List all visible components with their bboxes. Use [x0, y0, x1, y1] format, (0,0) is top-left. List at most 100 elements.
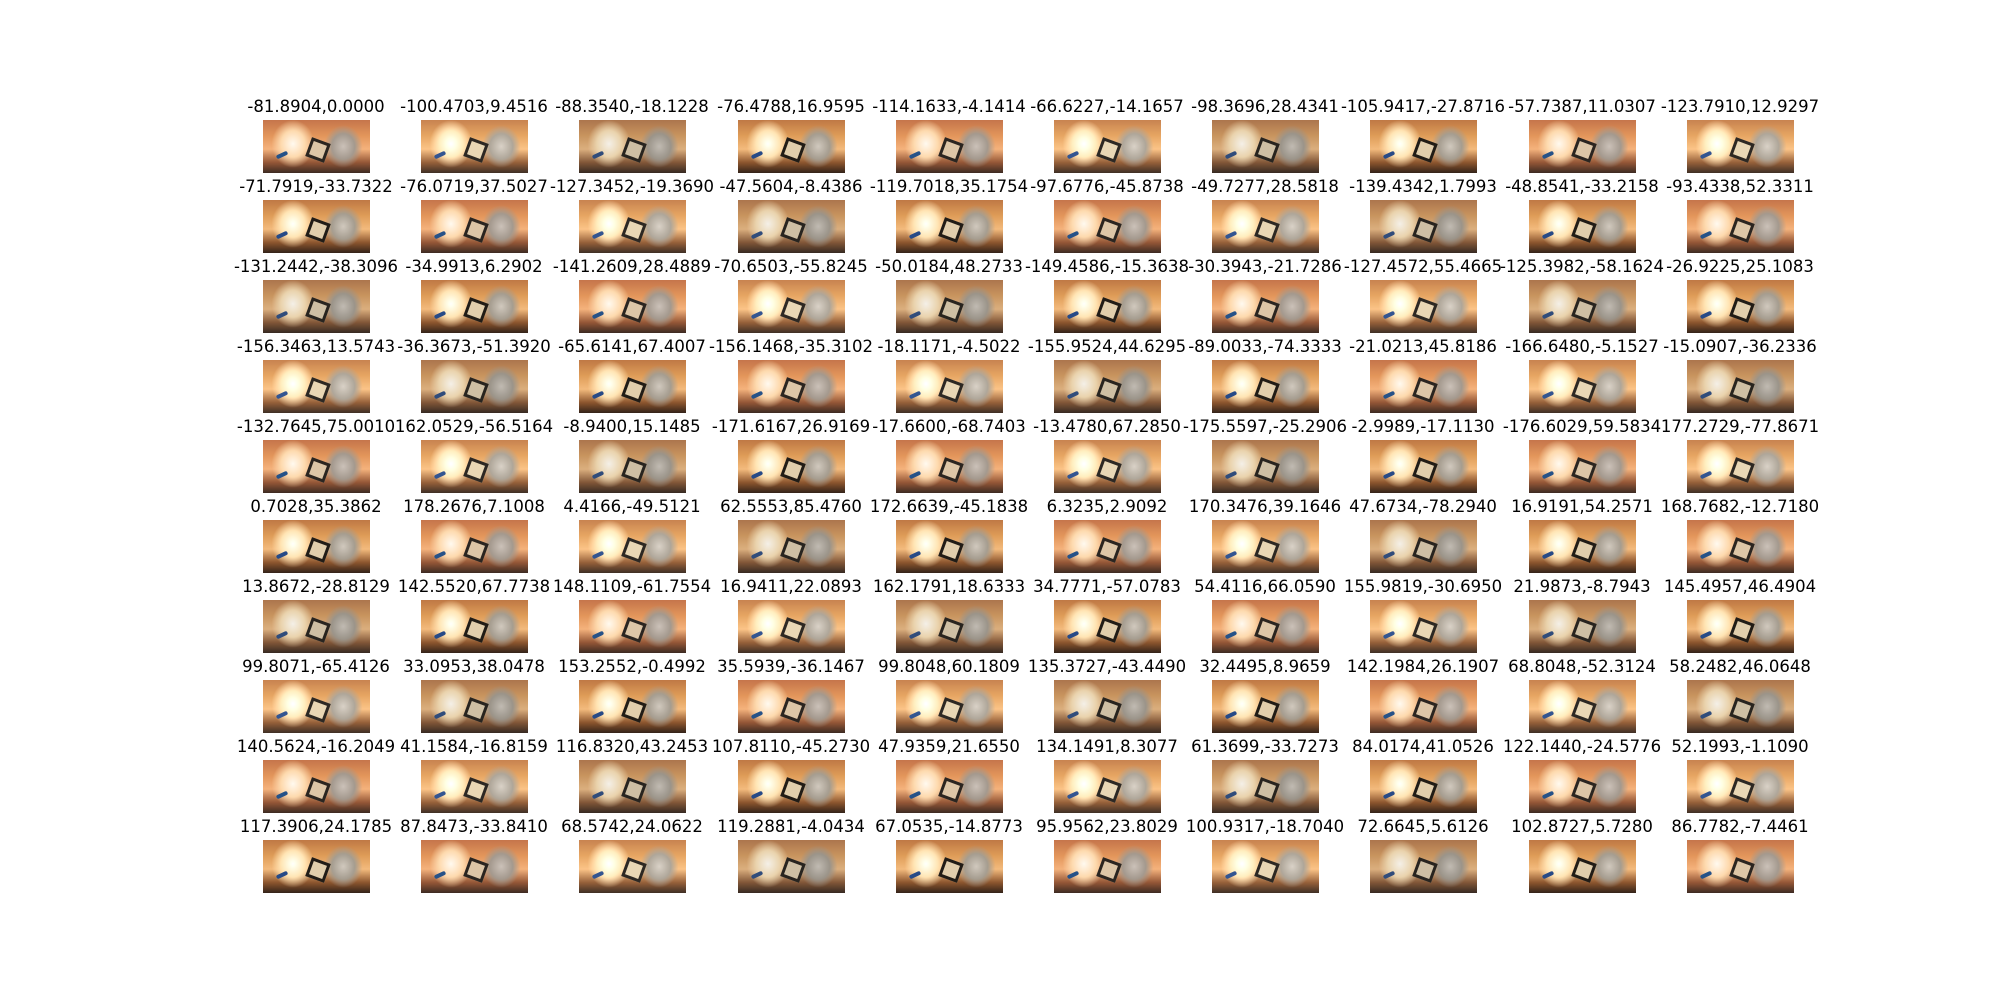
- grid-cell: -49.7277,28.5818: [1185, 176, 1345, 256]
- cell-title: -127.4572,55.4665: [1343, 257, 1503, 276]
- cell-title: -166.6480,-5.1527: [1505, 337, 1659, 356]
- panorama-thumbnail: [896, 360, 1003, 413]
- grid-cell: -66.6227,-14.1657: [1027, 96, 1187, 176]
- panorama-thumbnail: [579, 120, 686, 173]
- panorama-thumbnail: [1370, 600, 1477, 653]
- cell-title: -175.5597,-25.2906: [1182, 417, 1348, 436]
- grid-cell: 62.5553,85.4760: [711, 496, 871, 576]
- cell-title: -131.2442,-38.3096: [233, 257, 399, 276]
- cell-title: -114.1633,-4.1414: [872, 97, 1026, 116]
- cell-title: 16.9191,54.2571: [1511, 497, 1653, 516]
- panorama-thumbnail: [1687, 520, 1794, 573]
- panorama-thumbnail: [263, 360, 370, 413]
- cell-title: 33.0953,38.0478: [403, 657, 545, 676]
- grid-cell: 177.2729,-77.8671: [1660, 416, 1820, 496]
- grid-cell: 148.1109,-61.7554: [552, 576, 712, 656]
- panorama-thumbnail: [1687, 600, 1794, 653]
- panorama-thumbnail: [1687, 120, 1794, 173]
- grid-cell: -131.2442,-38.3096: [234, 256, 398, 336]
- cell-title: 155.9819,-30.6950: [1343, 577, 1503, 596]
- grid-cell: -88.3540,-18.1228: [552, 96, 712, 176]
- panorama-thumbnail: [1054, 280, 1161, 333]
- cell-title: -21.0213,45.8186: [1349, 337, 1497, 356]
- panorama-thumbnail: [1054, 440, 1161, 493]
- cell-title: -105.9417,-27.8716: [1340, 97, 1506, 116]
- cell-title: 117.3906,24.1785: [239, 817, 393, 836]
- panorama-thumbnail: [1212, 600, 1319, 653]
- grid-cell: 4.4166,-49.5121: [552, 496, 712, 576]
- cell-title: 52.1993,-1.1090: [1671, 737, 1809, 756]
- panorama-thumbnail: [896, 280, 1003, 333]
- grid-cell: -81.8904,0.0000: [236, 96, 396, 176]
- cell-title: -119.7018,35.1754: [869, 177, 1029, 196]
- cell-title: 0.7028,35.3862: [250, 497, 382, 516]
- grid-cell: -65.6141,67.4007: [552, 336, 712, 416]
- grid-cell: -8.9400,15.1485: [552, 416, 712, 496]
- grid-cell: 145.4957,46.4904: [1660, 576, 1820, 656]
- cell-title: -100.4703,9.4516: [400, 97, 548, 116]
- panorama-thumbnail: [1529, 680, 1636, 733]
- grid-cell: -70.6503,-55.8245: [711, 256, 871, 336]
- panorama-thumbnail: [579, 360, 686, 413]
- grid-cell: 41.1584,-16.8159: [394, 736, 554, 816]
- cell-title: 107.8110,-45.2730: [711, 737, 871, 756]
- cell-title: -50.0184,48.2733: [875, 257, 1023, 276]
- panorama-thumbnail: [579, 200, 686, 253]
- panorama-thumbnail: [1370, 760, 1477, 813]
- cell-title: -47.5604,-8.4386: [719, 177, 863, 196]
- grid-cell: 162.0529,-56.5164: [394, 416, 554, 496]
- grid-cell: -17.6600,-68.7403: [869, 416, 1029, 496]
- cell-title: 47.6734,-78.2940: [1349, 497, 1497, 516]
- grid-cell: 116.8320,43.2453: [552, 736, 712, 816]
- cell-title: -57.7387,11.0307: [1508, 97, 1656, 116]
- cell-title: -125.3982,-58.1624: [1499, 257, 1665, 276]
- panorama-thumbnail: [1370, 840, 1477, 893]
- grid-cell: -171.6167,26.9169: [711, 416, 871, 496]
- cell-title: 87.8473,-33.8410: [400, 817, 548, 836]
- cell-title: 4.4166,-49.5121: [563, 497, 701, 516]
- cell-title: -70.6503,-55.8245: [714, 257, 868, 276]
- grid-cell: -156.1468,-35.3102: [709, 336, 873, 416]
- cell-title: 178.2676,7.1008: [403, 497, 545, 516]
- panorama-thumbnail: [1529, 520, 1636, 573]
- panorama-thumbnail: [421, 360, 528, 413]
- cell-title: 134.1491,8.3077: [1036, 737, 1178, 756]
- cell-title: 62.5553,85.4760: [720, 497, 862, 516]
- cell-title: 162.0529,-56.5164: [394, 417, 554, 436]
- grid-cell: 35.5939,-36.1467: [711, 656, 871, 736]
- grid-cell: -21.0213,45.8186: [1343, 336, 1503, 416]
- cell-title: -34.9913,6.2902: [405, 257, 543, 276]
- grid-cell: 16.9191,54.2571: [1502, 496, 1662, 576]
- panorama-thumbnail: [263, 520, 370, 573]
- cell-title: 99.8048,60.1809: [878, 657, 1020, 676]
- panorama-thumbnail: [421, 200, 528, 253]
- grid-cell: 99.8071,-65.4126: [236, 656, 396, 736]
- panorama-thumbnail: [1529, 200, 1636, 253]
- panorama-thumbnail: [1054, 200, 1161, 253]
- grid-cell: -89.0033,-74.3333: [1185, 336, 1345, 416]
- grid-cell: 68.8048,-52.3124: [1502, 656, 1662, 736]
- grid-cell: 21.9873,-8.7943: [1502, 576, 1662, 656]
- panorama-thumbnail: [1370, 680, 1477, 733]
- grid-cell: 122.1440,-24.5776: [1502, 736, 1662, 816]
- cell-title: -71.7919,-33.7322: [239, 177, 393, 196]
- grid-cell: 61.3699,-33.7273: [1185, 736, 1345, 816]
- cell-title: -171.6167,26.9169: [711, 417, 871, 436]
- panorama-thumbnail: [1054, 600, 1161, 653]
- panorama-thumbnail: [1529, 600, 1636, 653]
- panorama-thumbnail: [421, 760, 528, 813]
- grid-cell: -166.6480,-5.1527: [1502, 336, 1662, 416]
- grid-cell: 58.2482,46.0648: [1660, 656, 1820, 736]
- panorama-thumbnail: [1212, 760, 1319, 813]
- grid-cell: 34.7771,-57.0783: [1027, 576, 1187, 656]
- grid-cell: 100.9317,-18.7040: [1185, 816, 1345, 896]
- panorama-thumbnail: [421, 840, 528, 893]
- cell-title: 35.5939,-36.1467: [717, 657, 865, 676]
- cell-title: -127.3452,-19.3690: [549, 177, 715, 196]
- grid-cell: -175.5597,-25.2906: [1183, 416, 1347, 496]
- grid-cell: 134.1491,8.3077: [1027, 736, 1187, 816]
- panorama-thumbnail: [421, 280, 528, 333]
- grid-cell: -156.3463,13.5743: [236, 336, 396, 416]
- panorama-thumbnail: [1370, 280, 1477, 333]
- panorama-thumbnail: [1212, 360, 1319, 413]
